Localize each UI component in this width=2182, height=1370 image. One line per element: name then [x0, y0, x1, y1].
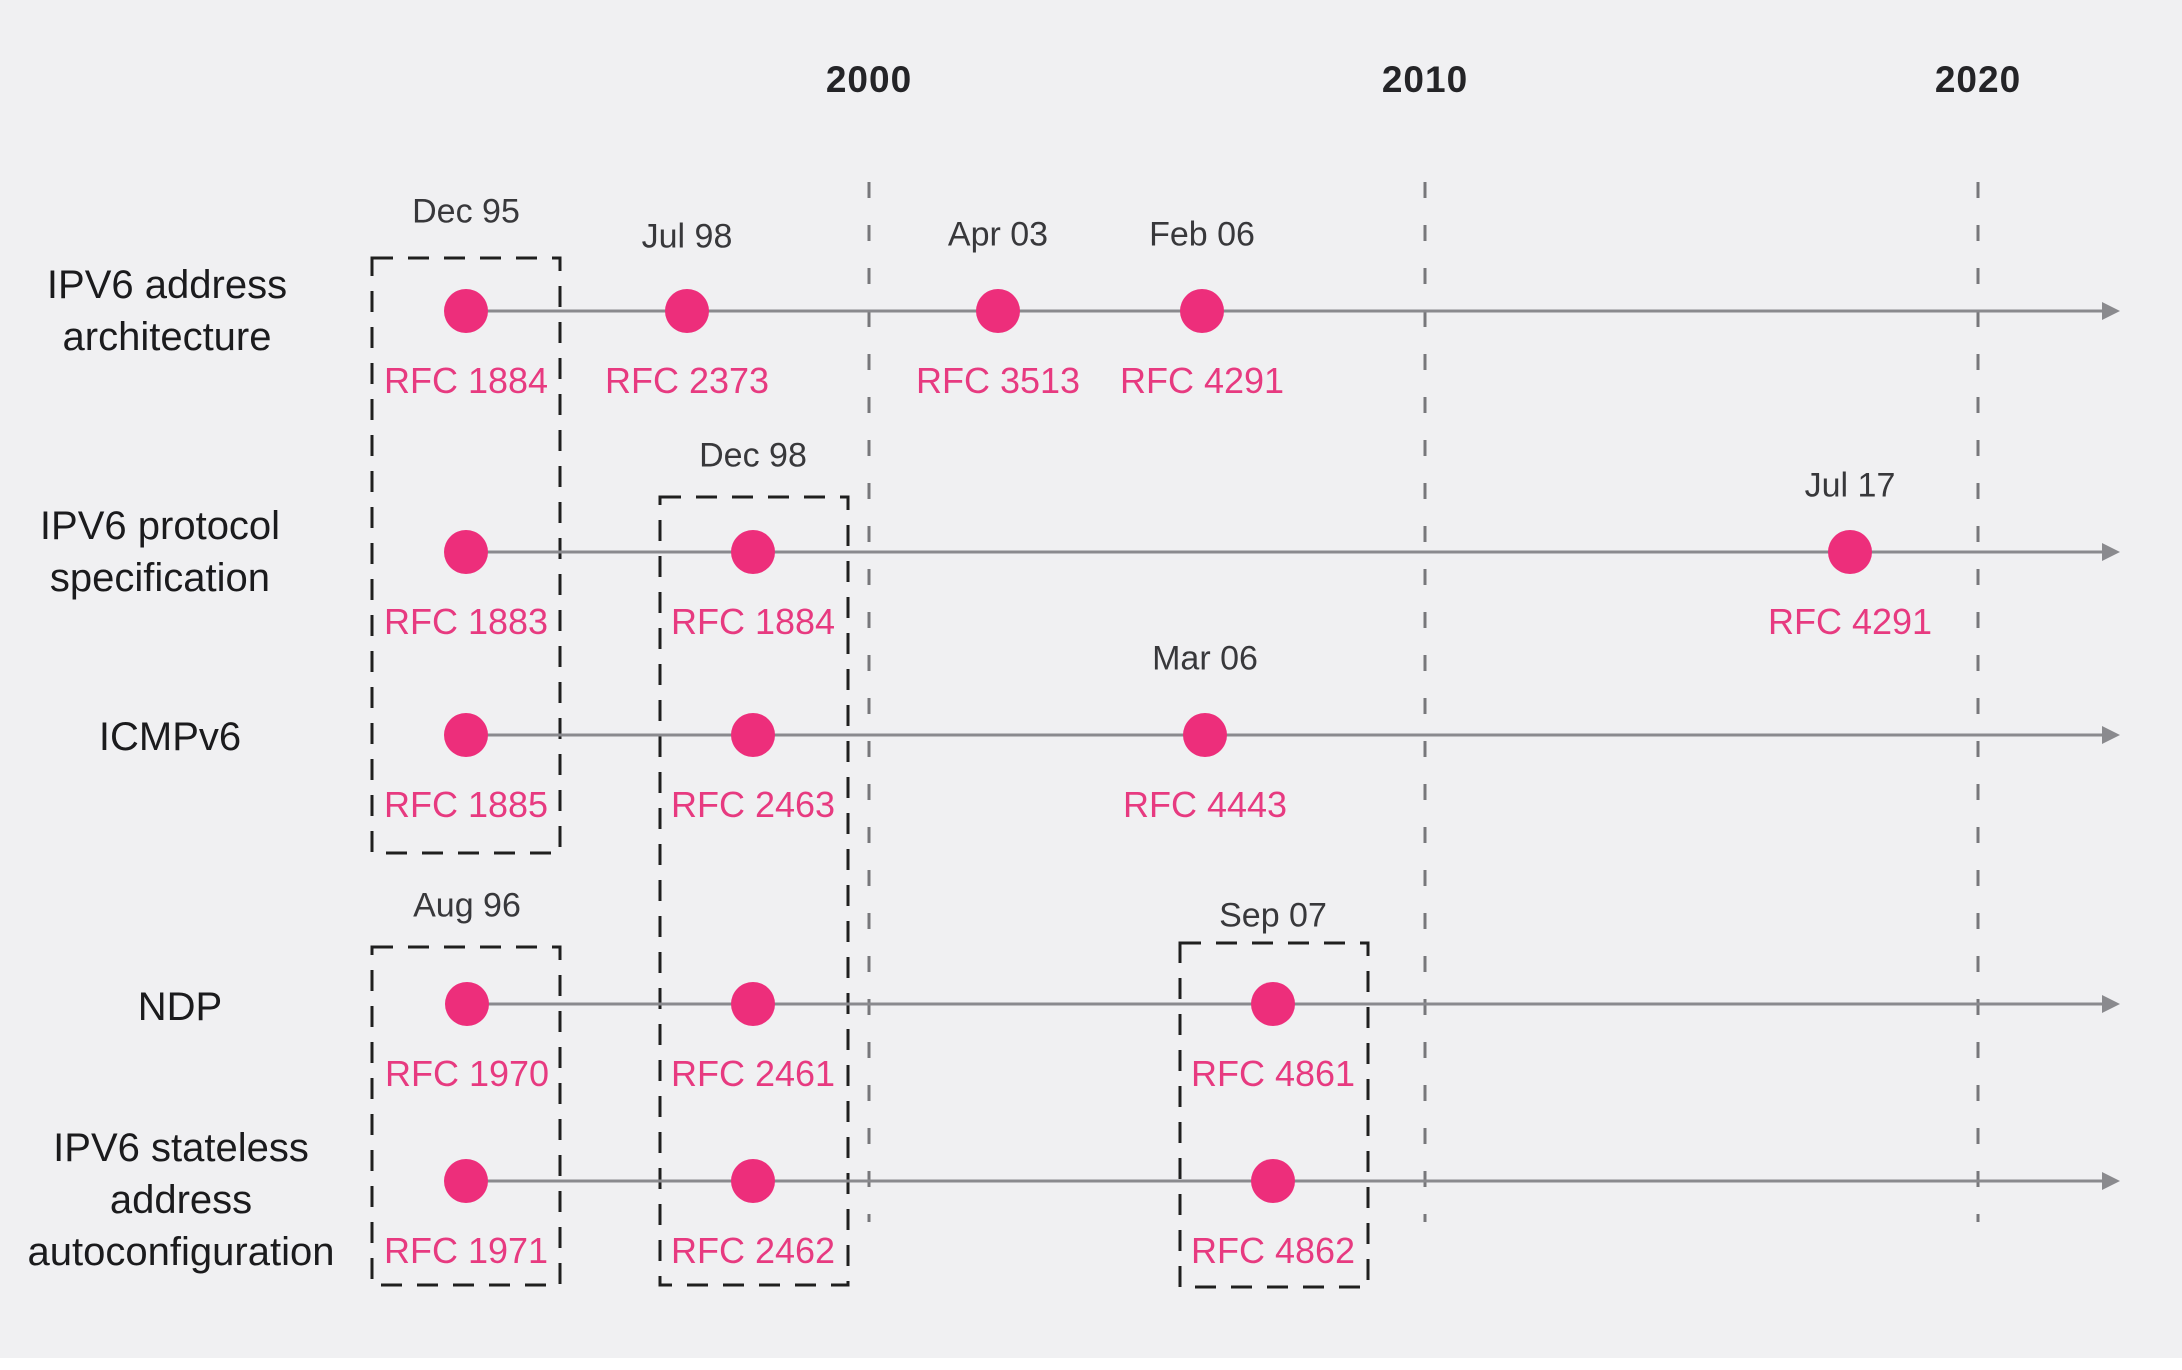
row-label-line: IPV6 address — [46, 263, 288, 307]
row-label-line: IPV6 protocol — [39, 504, 281, 548]
event-dot-rfc-2373 — [665, 289, 709, 333]
event-rfc-label: RFC 2373 — [604, 360, 770, 401]
event-dot-rfc-4861 — [1251, 982, 1295, 1026]
event-dot-rfc-2463 — [731, 713, 775, 757]
event-rfc-label: RFC 4291 — [1119, 360, 1285, 401]
sep-07-group-box — [1178, 941, 1370, 1289]
dec-95-group-box — [370, 256, 562, 855]
event-date-label: Jul 17 — [1804, 466, 1896, 505]
event-dot-rfc-1885 — [444, 713, 488, 757]
event-rfc-label: RFC 1971 — [383, 1230, 549, 1271]
year-axis-label: 2000 — [825, 59, 913, 100]
arrowhead-row-5 — [2102, 1172, 2120, 1190]
event-date-label: Feb 06 — [1149, 215, 1255, 254]
event-rfc-label: RFC 1970 — [384, 1053, 550, 1094]
event-dot-rfc-4862 — [1251, 1159, 1295, 1203]
row-label-line: autoconfiguration — [27, 1230, 335, 1274]
event-rfc-label: RFC 1884 — [670, 601, 836, 642]
event-rfc-label: RFC 2462 — [670, 1230, 836, 1271]
event-dot-rfc-1884 — [444, 289, 488, 333]
event-date-label: Dec 98 — [699, 436, 807, 475]
row-label: IPV6 protocol specification — [40, 500, 280, 604]
row-label-line: specification — [49, 556, 271, 600]
row-label-line: IPV6 stateless — [53, 1126, 309, 1170]
bottom-edge-strip — [0, 1358, 2182, 1370]
row-label: IPV6 address architecture — [47, 259, 287, 363]
event-date-label: Aug 96 — [413, 886, 521, 925]
year-axis-label: 2020 — [1934, 59, 2022, 100]
row-label: ICMPv6 — [99, 711, 241, 763]
event-dot-rfc-1970 — [445, 982, 489, 1026]
row-label-line: NDP — [137, 985, 223, 1029]
event-dot-rfc-3513 — [976, 289, 1020, 333]
event-rfc-label: RFC 4862 — [1190, 1230, 1356, 1271]
event-date-label: Dec 95 — [412, 192, 520, 231]
event-dot-rfc-2461 — [731, 982, 775, 1026]
event-date-label: Jul 98 — [641, 217, 733, 256]
event-rfc-label: RFC 4861 — [1190, 1053, 1356, 1094]
arrowhead-row-2 — [2102, 543, 2120, 561]
row-label-line: ICMPv6 — [98, 715, 242, 759]
arrowhead-row-1 — [2102, 302, 2120, 320]
arrowhead-row-3 — [2102, 726, 2120, 744]
event-dot-rfc-4291 — [1828, 530, 1872, 574]
arrowhead-row-4 — [2102, 995, 2120, 1013]
row-label: IPV6 stateless address autoconfiguration — [28, 1122, 335, 1278]
event-date-label: Apr 03 — [947, 215, 1049, 254]
row-label: NDP — [138, 981, 222, 1033]
row-label-line: architecture — [62, 315, 272, 359]
event-rfc-label: RFC 4291 — [1767, 601, 1933, 642]
event-rfc-label: RFC 1883 — [383, 601, 549, 642]
event-rfc-label: RFC 2461 — [670, 1053, 836, 1094]
event-date-label: Sep 07 — [1219, 896, 1327, 935]
event-dot-rfc-1971 — [444, 1159, 488, 1203]
dec-98-group-box — [658, 495, 850, 1287]
year-axis-label: 2010 — [1381, 59, 1469, 100]
event-dot-rfc-1883 — [444, 530, 488, 574]
aug-96-group-box — [370, 945, 562, 1287]
event-rfc-label: RFC 2463 — [670, 784, 836, 825]
event-rfc-label: RFC 1884 — [383, 360, 549, 401]
event-rfc-label: RFC 1885 — [383, 784, 549, 825]
event-dot-rfc-4443 — [1183, 713, 1227, 757]
event-dot-rfc-4291 — [1180, 289, 1224, 333]
event-dot-rfc-2462 — [731, 1159, 775, 1203]
event-dot-rfc-1884 — [731, 530, 775, 574]
event-date-label: Mar 06 — [1152, 639, 1258, 678]
event-rfc-label: RFC 3513 — [915, 360, 1081, 401]
row-label-line: address — [109, 1178, 253, 1222]
event-rfc-label: RFC 4443 — [1122, 784, 1288, 825]
